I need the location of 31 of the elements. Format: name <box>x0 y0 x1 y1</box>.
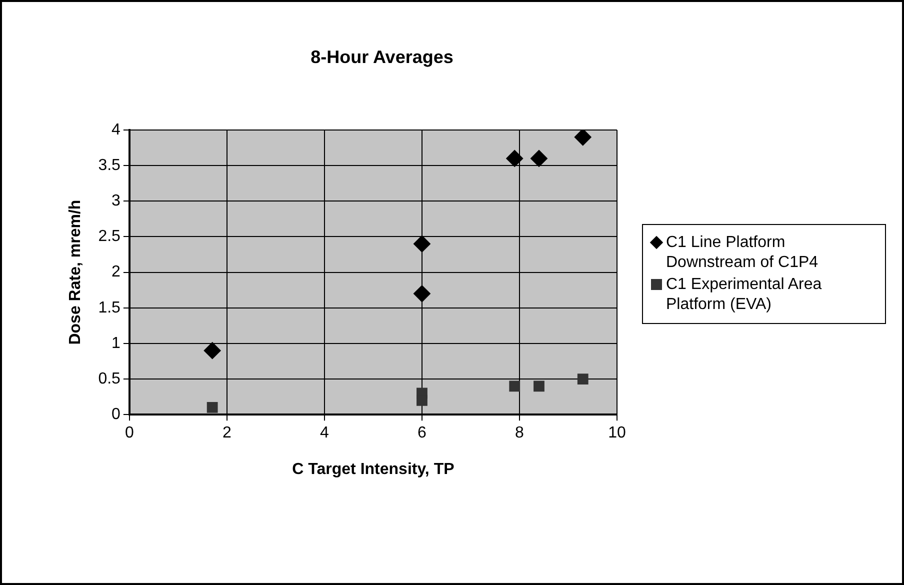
x-tick-label: 6 <box>418 424 427 442</box>
legend-label: C1 Line Platform Downstream of C1P4 <box>666 233 820 273</box>
point <box>413 235 430 252</box>
y-tick-label: 0 <box>112 406 121 424</box>
point <box>577 374 588 384</box>
point <box>574 130 592 146</box>
point <box>509 380 520 392</box>
x-tick-label: 0 <box>124 424 134 442</box>
y-axis-title: Dose Rate, mrem/h <box>67 200 84 345</box>
legend-label: C1 Experimental Area Platform (EVA) <box>666 275 823 315</box>
point <box>534 380 544 392</box>
y-tick-label: 1.5 <box>98 299 121 316</box>
y-tick-label: 3.5 <box>98 156 121 174</box>
x-tick-label: 10 <box>608 424 626 442</box>
point <box>204 342 221 360</box>
point <box>530 150 548 167</box>
y-tick-label: 2 <box>112 264 121 281</box>
y-tick-label: 1 <box>112 334 121 352</box>
point <box>206 402 218 413</box>
y-tick-label: 2.5 <box>98 228 121 246</box>
x-tick-label: 8 <box>515 424 524 442</box>
point <box>416 394 428 406</box>
point <box>413 285 430 302</box>
x-tick-label: 4 <box>320 424 330 442</box>
y-tick-label: 0.5 <box>98 370 121 388</box>
x-tick-label: 2 <box>222 424 232 442</box>
y-tick-label: 3 <box>112 192 121 210</box>
y-tick-label: 4 <box>112 121 121 138</box>
point <box>506 150 524 167</box>
x-axis-title: C Target Intensity, TP <box>292 460 455 478</box>
chart-title: 8-Hour Averages <box>310 47 454 68</box>
